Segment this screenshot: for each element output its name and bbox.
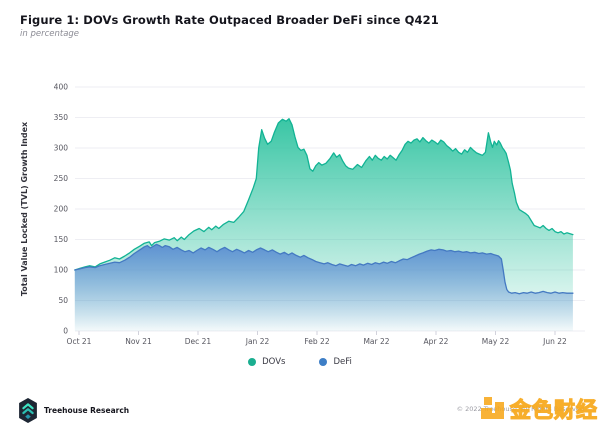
defi-area [74, 244, 573, 331]
figure-subtitle: in percentage [20, 29, 80, 39]
y-tick-label-350: 350 [54, 113, 69, 122]
y-tick-label-100: 100 [54, 266, 69, 275]
y-tick-label-50: 50 [58, 296, 68, 305]
copyright-text: © 2022 Treehouse. All Rights Reserved [456, 405, 584, 413]
y-tick-label-200: 200 [54, 205, 69, 214]
dovs-dot-icon [248, 358, 257, 366]
figure-title: Figure 1: DOVs Growth Rate Outpaced Broa… [20, 13, 439, 27]
defi-dot-icon [319, 358, 328, 366]
x-tick-label-4: Jan 22 [245, 337, 270, 346]
treehouse-logo-icon [19, 398, 37, 423]
brand-lockup: Treehouse Research [19, 398, 129, 423]
brand-name: Treehouse Research [44, 406, 130, 415]
y-axis-title: Total Value Locked (TVL) Growth Index [20, 121, 29, 296]
y-tick-label-150: 150 [54, 235, 69, 244]
x-tick-label-6: Mar 22 [363, 337, 389, 346]
figure-footer: Treehouse Research © 2022 Treehouse. All… [0, 394, 600, 434]
x-tick-label-1: Oct 21 [67, 337, 92, 346]
legend-label-dovs: DOVs [262, 357, 286, 367]
watermark-text: 金色财经 [509, 397, 598, 422]
jinse-watermark: 金色财经 [480, 394, 598, 424]
y-tick-label-400: 400 [54, 83, 69, 92]
x-tick-label-7: Apr 22 [424, 337, 449, 346]
y-tick-label-250: 250 [54, 174, 69, 183]
x-tick-label-5: Feb 22 [304, 337, 329, 346]
legend-label-defi: DeFi [333, 357, 352, 367]
legend-item-defi: DeFi [319, 357, 352, 367]
y-tick-label-0: 0 [63, 327, 68, 336]
x-tick-label-8: May 22 [482, 337, 510, 346]
x-tick-label-3: Dec 21 [185, 337, 212, 346]
legend-item-dovs: DOVs [248, 357, 285, 367]
dovs-line [74, 118, 574, 271]
x-tick-label-9: Jun 22 [542, 337, 567, 346]
defi-line [74, 243, 574, 295]
jinse-logo-icon [481, 397, 504, 419]
y-tick-label-300: 300 [54, 144, 69, 153]
chart-legend: DOVs DeFi [0, 357, 600, 367]
x-tick-label-2: Nov 21 [125, 337, 152, 346]
